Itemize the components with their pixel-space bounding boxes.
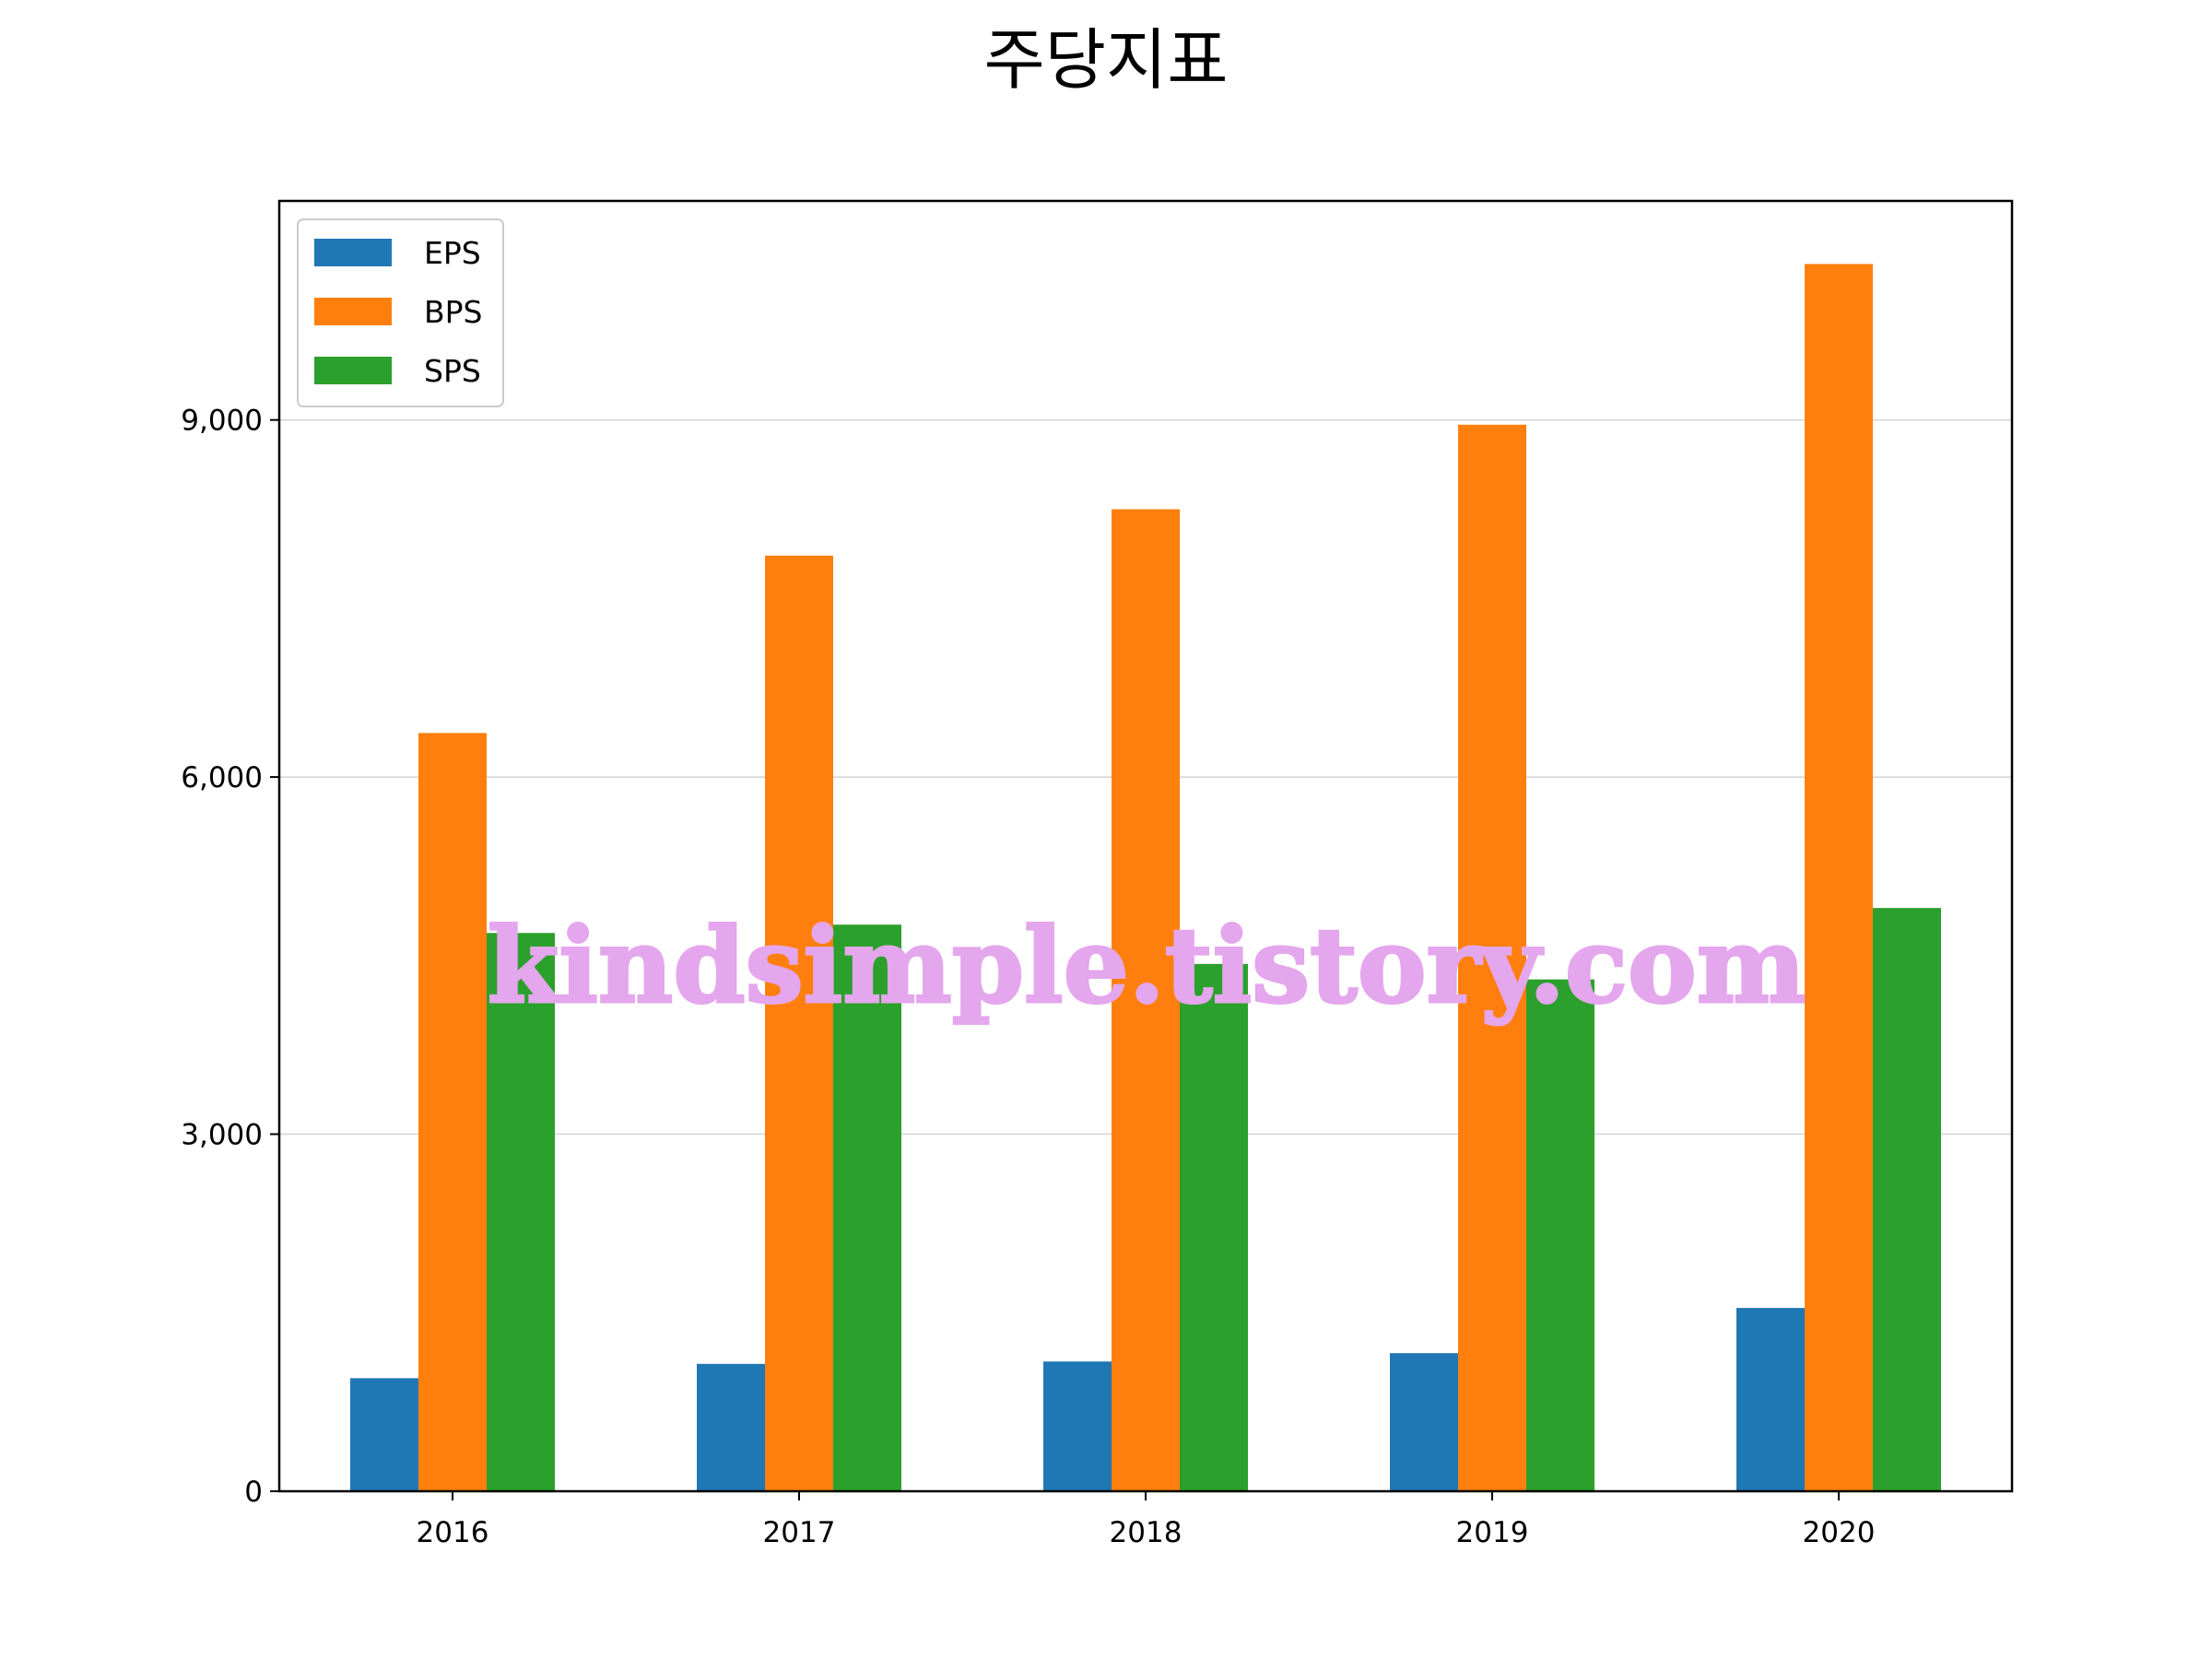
x-tick-label: 2020	[1803, 1516, 1876, 1549]
y-tick-label: 6,000	[181, 761, 263, 794]
x-tick-label: 2019	[1456, 1516, 1529, 1549]
y-tick-label: 0	[244, 1476, 263, 1509]
legend-label-sps: SPS	[424, 353, 481, 389]
legend-swatch-eps	[314, 239, 392, 266]
watermark-text: kindsimple.tistory.com	[488, 906, 1806, 1027]
bar-sps-2017	[833, 924, 901, 1491]
x-axis: 2016 2017 2018 2019 2020	[417, 1491, 1876, 1549]
bar-bps-2016	[418, 733, 487, 1491]
y-tick-label: 3,000	[181, 1119, 263, 1152]
x-tick-label: 2016	[417, 1516, 489, 1549]
y-axis: 0 3,000 6,000 9,000	[181, 405, 279, 1509]
bar-eps-2019	[1390, 1353, 1458, 1491]
bars	[350, 264, 1941, 1491]
bar-sps-2018	[1180, 963, 1248, 1491]
x-tick-label: 2018	[1110, 1516, 1182, 1549]
bar-eps-2018	[1043, 1361, 1112, 1491]
bar-eps-2016	[350, 1378, 418, 1491]
bar-eps-2020	[1736, 1308, 1805, 1491]
bar-bps-2017	[765, 555, 833, 1491]
bar-bps-2018	[1112, 509, 1180, 1491]
legend[interactable]: EPS BPS SPS	[297, 218, 504, 407]
bar-bps-2019	[1458, 424, 1526, 1491]
legend-label-bps: BPS	[424, 294, 483, 330]
bar-eps-2017	[697, 1363, 765, 1491]
legend-swatch-bps	[314, 298, 392, 325]
legend-swatch-sps	[314, 357, 392, 384]
legend-label-eps: EPS	[424, 235, 481, 271]
bar-sps-2020	[1873, 908, 1941, 1491]
x-tick-label: 2017	[763, 1516, 836, 1549]
bar-sps-2019	[1526, 979, 1594, 1491]
chart-title: 주당지표	[984, 21, 1229, 99]
bar-bps-2020	[1805, 264, 1873, 1491]
bar-sps-2016	[487, 933, 555, 1491]
y-tick-label: 9,000	[181, 405, 263, 438]
